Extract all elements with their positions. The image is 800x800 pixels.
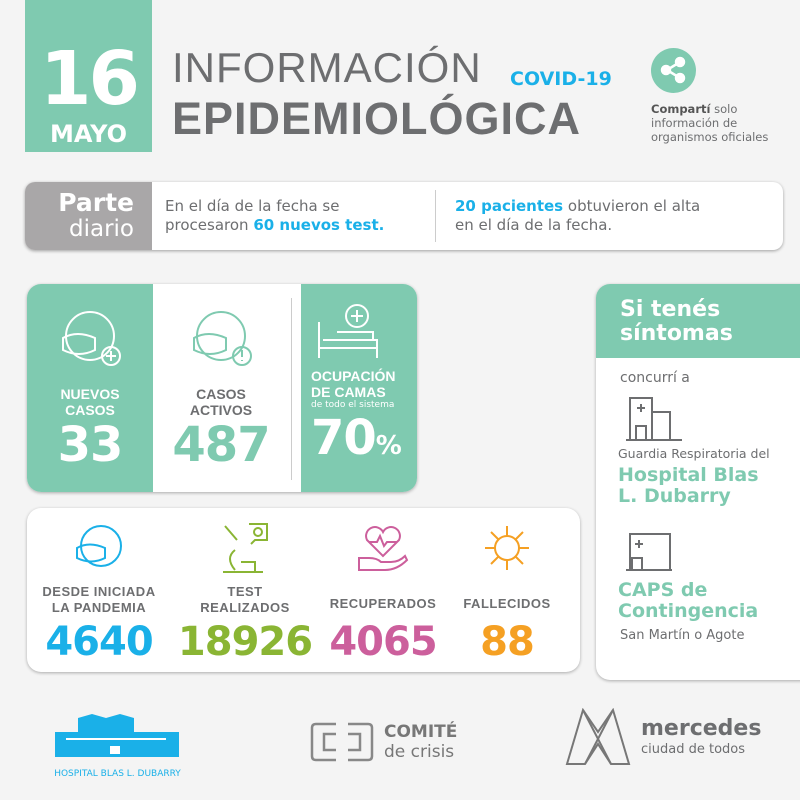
comite-text1: COMITÉ xyxy=(384,722,458,742)
parte-label1: Parte xyxy=(58,188,134,217)
mercedes-text2: ciudad de todos xyxy=(641,742,746,757)
comite-text2: de crisis xyxy=(384,742,455,762)
stat-recuperados: RECUPERADOS 4065 xyxy=(313,508,453,672)
value: 487 xyxy=(172,417,270,473)
label1: TEST xyxy=(227,584,263,599)
symptoms-header: Si tenés síntomas xyxy=(596,284,800,358)
sublabel: de todo el sistema xyxy=(311,400,395,410)
value: 70 xyxy=(311,410,377,466)
parte-right-text: 20 pacientes obtuvieron el alta en el dí… xyxy=(455,197,700,235)
symptoms-title1: Si tenés xyxy=(620,297,721,322)
cumulative-stats-panel: DESDE INICIADA LA PANDEMIA 4640 TEST REA… xyxy=(27,508,580,672)
share-line2: información de xyxy=(651,116,738,130)
label2: LA PANDEMIA xyxy=(51,600,147,615)
caps-address: San Martín o Agote xyxy=(620,628,745,643)
hospital-logo-text: HOSPITAL BLAS L. DUBARRY xyxy=(54,769,181,779)
virus-icon xyxy=(485,526,529,570)
mercedes-logo: mercedes ciudad de todos xyxy=(565,708,761,766)
parte-right-line2: en el día de la fecha. xyxy=(455,216,613,234)
title-line1: INFORMACIÓN xyxy=(172,44,482,91)
label2: DE CAMAS xyxy=(311,384,386,400)
share-icon[interactable] xyxy=(651,48,696,93)
caps-name2: Contingencia xyxy=(618,600,759,622)
symptoms-title2: síntomas xyxy=(620,321,733,346)
stat-desde-pandemia: DESDE INICIADA LA PANDEMIA 4640 xyxy=(29,508,169,672)
hospital-bed-icon xyxy=(318,304,378,358)
label1: OCUPACIÓN xyxy=(311,368,396,384)
divider xyxy=(435,190,436,242)
parte-right-rest: obtuvieron el alta xyxy=(563,197,701,215)
parte-label2: diario xyxy=(68,216,134,242)
parte-diario-bar: Parte diario En el día de la fecha se pr… xyxy=(25,182,783,250)
stat-fallecidos: FALLECIDOS 88 xyxy=(437,508,577,672)
date-day: 16 xyxy=(40,36,140,122)
mercedes-mark-icon xyxy=(565,708,631,765)
parte-left-pre: procesaron xyxy=(165,216,254,234)
hospital-name1: Hospital Blas xyxy=(618,464,759,486)
hospital-building-icon xyxy=(626,397,682,441)
label1: DESDE INICIADA xyxy=(42,584,156,599)
hospital-name2: L. Dubarry xyxy=(618,485,731,507)
value: 4065 xyxy=(329,619,437,665)
share-bold: Compartí xyxy=(651,102,711,116)
parte-left-text: En el día de la fecha se procesaron 60 n… xyxy=(165,197,384,235)
label2: FALLECIDOS xyxy=(463,596,551,611)
stat-test-realizados: TEST REALIZADOS 18926 xyxy=(175,508,315,672)
comite-mark-icon xyxy=(310,722,374,762)
heart-hand-icon xyxy=(358,526,409,571)
label1: NUEVOS xyxy=(60,386,120,402)
value: 33 xyxy=(57,417,124,473)
unit: % xyxy=(375,431,402,461)
symptoms-panel: Si tenés síntomas concurrí a Guardia Res… xyxy=(596,284,800,680)
share-text: Compartí solo información de organismos … xyxy=(651,102,768,144)
share-rest: solo xyxy=(710,102,738,116)
stat-casos-activos: CASOS ACTIVOS 487 xyxy=(153,284,289,492)
stat-ocupacion-camas: OCUPACIÓN DE CAMAS de todo el sistema 70… xyxy=(301,284,417,492)
label1: CASOS xyxy=(196,386,246,402)
parte-right-bold: 20 pacientes xyxy=(455,197,564,215)
stat-nuevos-casos: NUEVOS CASOS 33 xyxy=(27,284,153,492)
label2: ACTIVOS xyxy=(189,402,253,418)
divider xyxy=(291,298,292,480)
hospital-building-logo-icon xyxy=(55,714,179,757)
masked-face-plus-icon xyxy=(62,311,121,366)
caps-building-icon xyxy=(626,533,672,571)
label2: REALIZADOS xyxy=(200,600,290,615)
go-to-text: concurrí a xyxy=(620,370,690,386)
parte-left-line1: En el día de la fecha se xyxy=(165,197,340,215)
covid-label: COVID-19 xyxy=(510,68,612,90)
mercedes-text1: mercedes xyxy=(641,716,762,741)
title-line2: EPIDEMIOLÓGICA xyxy=(172,93,582,144)
hospital-logo: HOSPITAL BLAS L. DUBARRY xyxy=(50,712,185,780)
masked-face-icon xyxy=(76,525,122,567)
date-month: MAYO xyxy=(49,120,128,148)
value: 88 xyxy=(480,619,535,665)
caps-name1: CAPS de xyxy=(618,579,708,601)
comite-logo: COMITÉ de crisis xyxy=(310,722,457,762)
current-stats-panel: NUEVOS CASOS 33 CASOS ACTIVOS 487 OCUPAC… xyxy=(27,284,417,492)
label2: RECUPERADOS xyxy=(329,596,437,611)
masked-face-alert-icon xyxy=(193,311,252,366)
date-badge: 16 MAYO xyxy=(25,0,152,152)
value: 18926 xyxy=(177,619,313,665)
share-line3: organismos oficiales xyxy=(651,130,769,144)
value: 4640 xyxy=(45,619,153,665)
label2: CASOS xyxy=(65,402,115,418)
parte-left-bold: 60 nuevos test. xyxy=(253,216,385,234)
guardia-text: Guardia Respiratoria del xyxy=(618,446,770,461)
microscope-icon xyxy=(223,523,268,573)
parte-label: Parte diario xyxy=(25,182,152,250)
